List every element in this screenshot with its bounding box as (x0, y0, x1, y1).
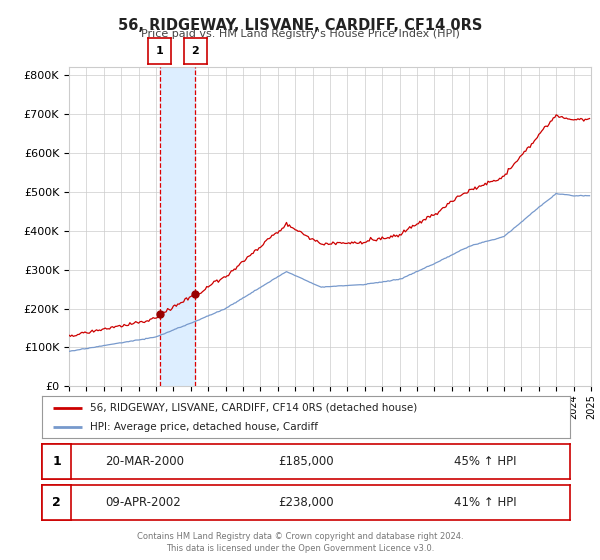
Text: 41% ↑ HPI: 41% ↑ HPI (454, 496, 517, 509)
Text: 56, RIDGEWAY, LISVANE, CARDIFF, CF14 0RS (detached house): 56, RIDGEWAY, LISVANE, CARDIFF, CF14 0RS… (89, 403, 417, 413)
Text: £185,000: £185,000 (278, 455, 334, 468)
Text: 56, RIDGEWAY, LISVANE, CARDIFF, CF14 0RS: 56, RIDGEWAY, LISVANE, CARDIFF, CF14 0RS (118, 18, 482, 33)
Text: 2: 2 (191, 46, 199, 56)
Text: Price paid vs. HM Land Registry's House Price Index (HPI): Price paid vs. HM Land Registry's House … (140, 29, 460, 39)
Text: 1: 1 (156, 46, 164, 56)
Text: 2: 2 (52, 496, 61, 509)
Text: This data is licensed under the Open Government Licence v3.0.: This data is licensed under the Open Gov… (166, 544, 434, 553)
Text: Contains HM Land Registry data © Crown copyright and database right 2024.: Contains HM Land Registry data © Crown c… (137, 532, 463, 541)
Text: 20-MAR-2000: 20-MAR-2000 (106, 455, 184, 468)
Text: 09-APR-2002: 09-APR-2002 (106, 496, 181, 509)
Text: £238,000: £238,000 (278, 496, 334, 509)
Text: 1: 1 (52, 455, 61, 468)
Bar (160, 67, 196, 386)
Text: HPI: Average price, detached house, Cardiff: HPI: Average price, detached house, Card… (89, 422, 317, 432)
Text: 45% ↑ HPI: 45% ↑ HPI (454, 455, 517, 468)
